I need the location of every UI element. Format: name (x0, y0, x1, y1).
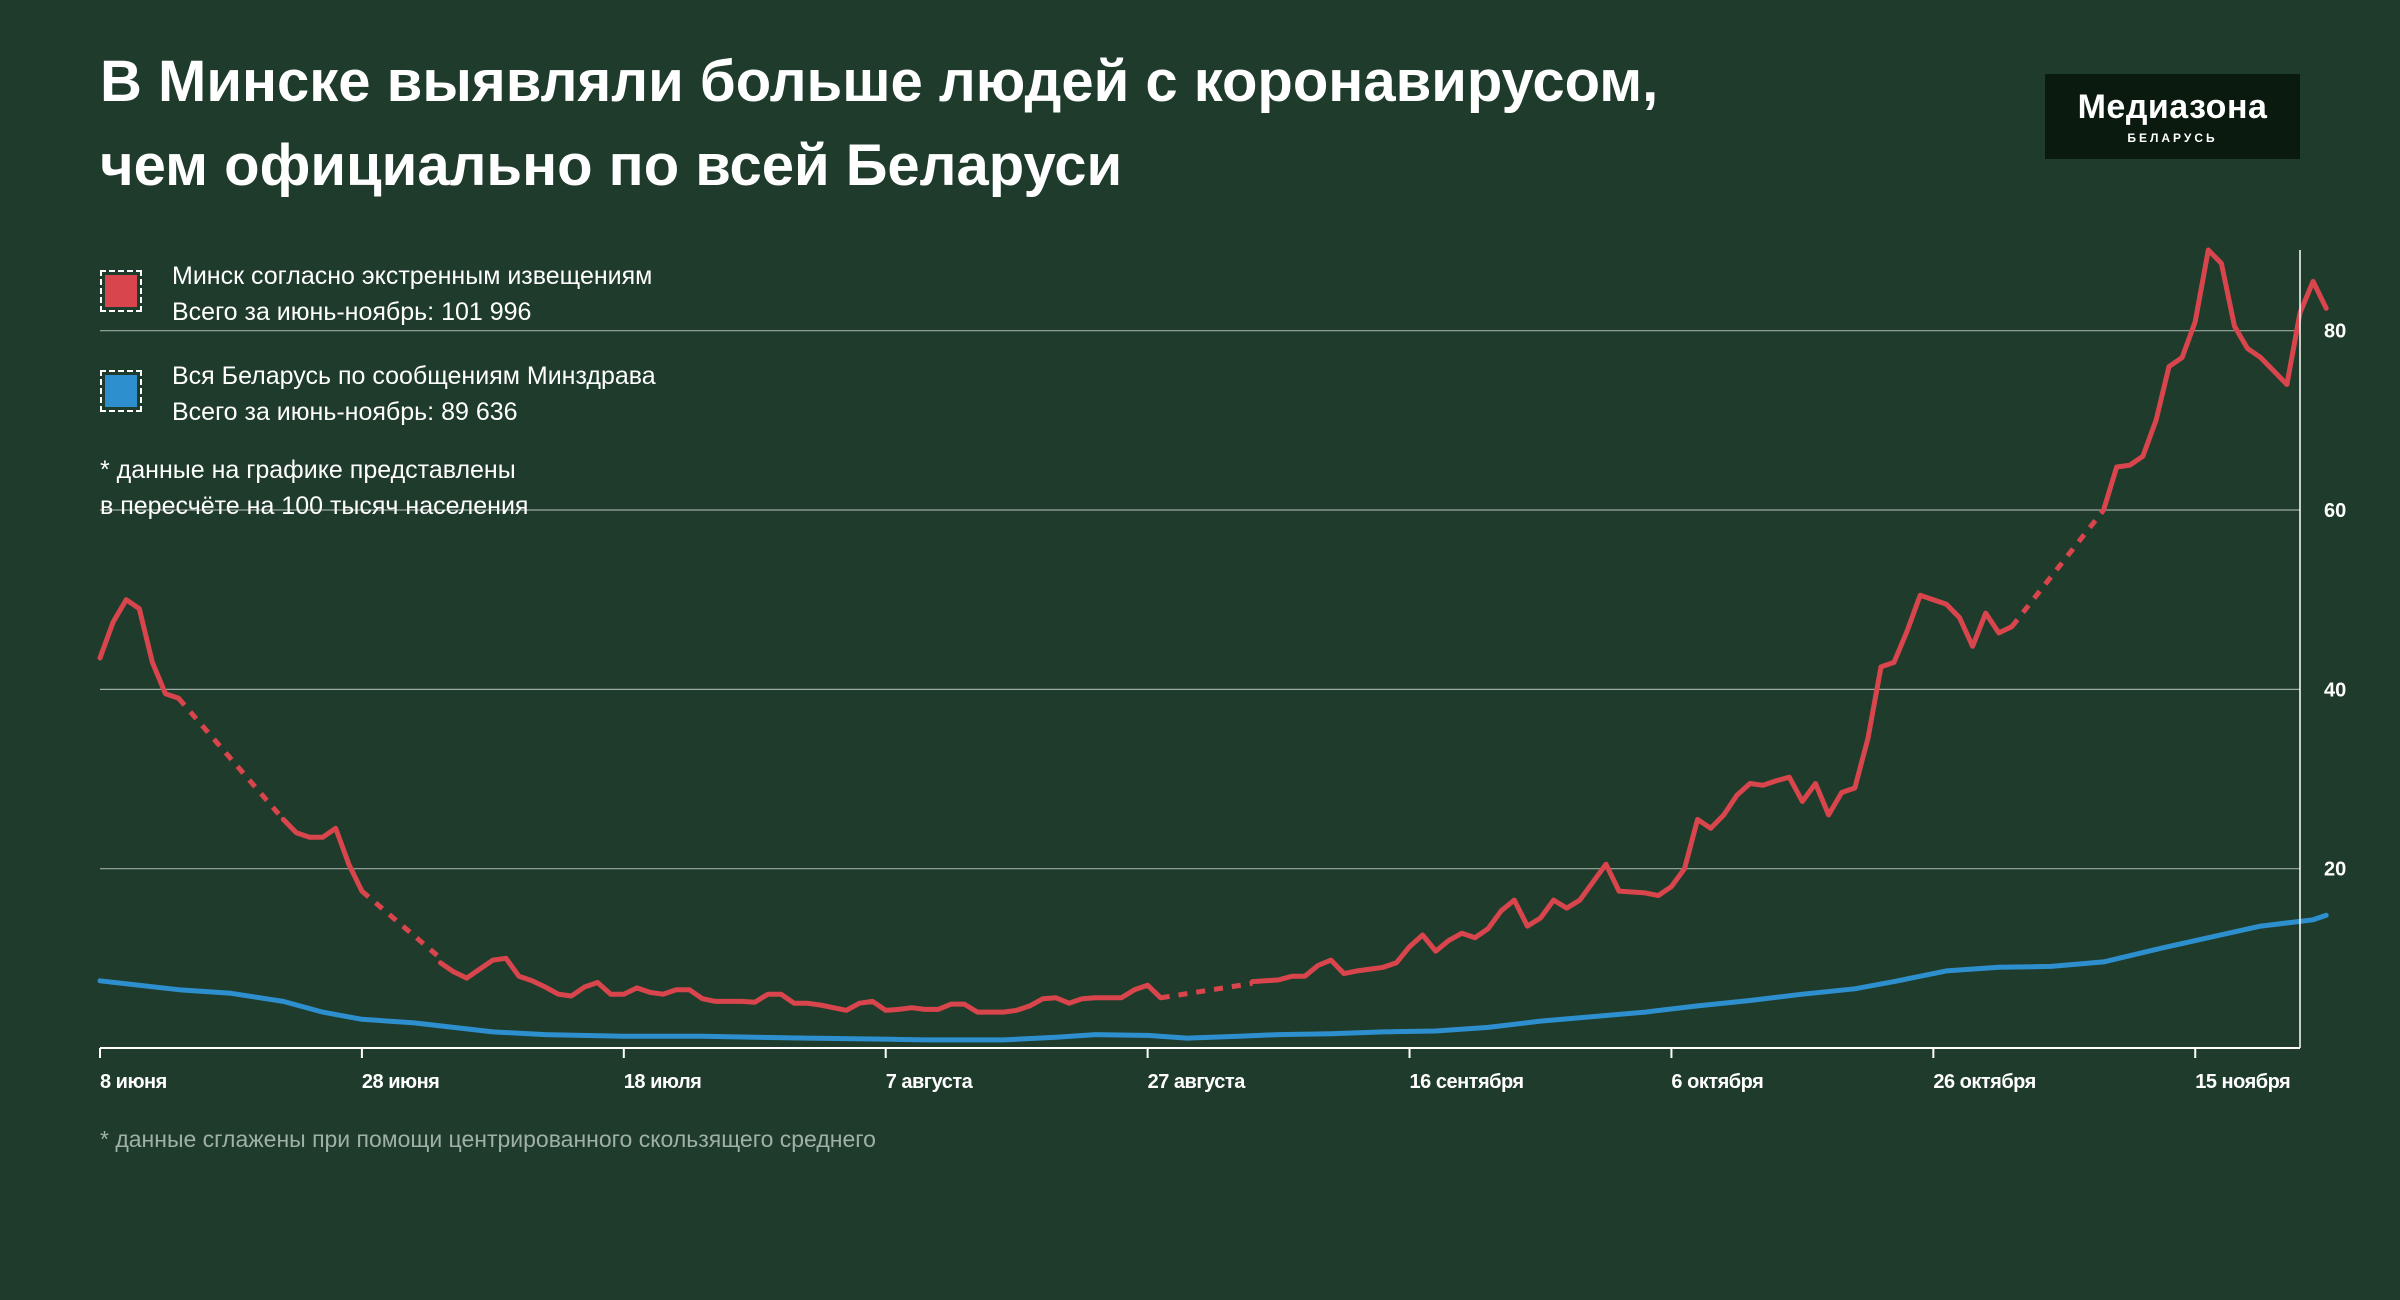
legend-total-belarus: Всего за июнь-ноябрь: 89 636 (172, 398, 518, 426)
series-segment-solid (97, 912, 2329, 1043)
note-line-2: в пересчёте на 100 тысяч населения (100, 492, 529, 520)
series-belarus (97, 912, 2329, 1043)
x-tick-label: 28 июня (362, 1071, 439, 1093)
y-tick-label: 80 (2324, 321, 2346, 343)
series-segment-dashed (176, 696, 286, 822)
x-tick-label: 18 июля (624, 1071, 702, 1093)
x-tick-label: 7 августа (886, 1071, 974, 1093)
chart-title: В Минске выявляли больше людей с коронав… (100, 40, 2000, 208)
series-segment-solid (1249, 592, 2015, 985)
title-line-2: чем официально по всей Беларуси (100, 133, 1123, 198)
series-segment-solid (438, 955, 1164, 1015)
logo-subtitle: БЕЛАРУСЬ (2127, 131, 2218, 145)
series-segment-solid (97, 597, 182, 701)
logo-name: Медиазона (2077, 88, 2268, 126)
series-segment-dashed (1160, 980, 1253, 1001)
series-lines (97, 247, 2329, 1043)
mediazona-logo[interactable]: Медиазона БЕЛАРУСЬ (2045, 74, 2300, 159)
legend-swatch-minsk (100, 270, 142, 312)
smoothing-footnote: * данные сглажены при помощи центрирован… (100, 1126, 876, 1152)
x-tick-label: 26 октября (1933, 1071, 2035, 1093)
x-tick-label: 6 октября (1671, 1071, 1763, 1093)
legend-label-belarus: Вся Беларусь по сообщениям Минздрава (172, 362, 656, 390)
legend-label-minsk: Минск согласно экстренным извещениям (172, 262, 653, 290)
y-tick-label: 20 (2324, 859, 2346, 881)
series-segment-solid (280, 816, 365, 894)
series-minsk (97, 247, 2329, 1015)
x-tick-label: 16 сентября (1410, 1071, 1524, 1093)
x-tick-label: 27 августа (1148, 1071, 1247, 1093)
y-tick-label: 60 (2324, 500, 2346, 522)
legend-swatch-belarus (100, 370, 142, 412)
series-segment-dashed (2009, 508, 2106, 629)
grid-lines (100, 330, 2300, 870)
x-tick-label: 8 июня (100, 1071, 167, 1093)
note-line-1: * данные на графике представлены (100, 456, 516, 484)
x-tick-label: 15 ноября (2195, 1071, 2290, 1093)
legend-total-minsk: Всего за июнь-ноябрь: 101 996 (172, 298, 532, 326)
axes: 20 40 60 80 8 июня 28 июня 18 июля 7 августа 27 … (99, 250, 2346, 1093)
y-tick-label: 40 (2324, 679, 2346, 701)
series-segment-dashed (360, 889, 443, 961)
series-segment-solid (2101, 247, 2329, 513)
per-capita-note: * данные на графике представлены в перес… (100, 452, 528, 524)
title-line-1: В Минске выявляли больше людей с коронав… (100, 49, 1659, 114)
